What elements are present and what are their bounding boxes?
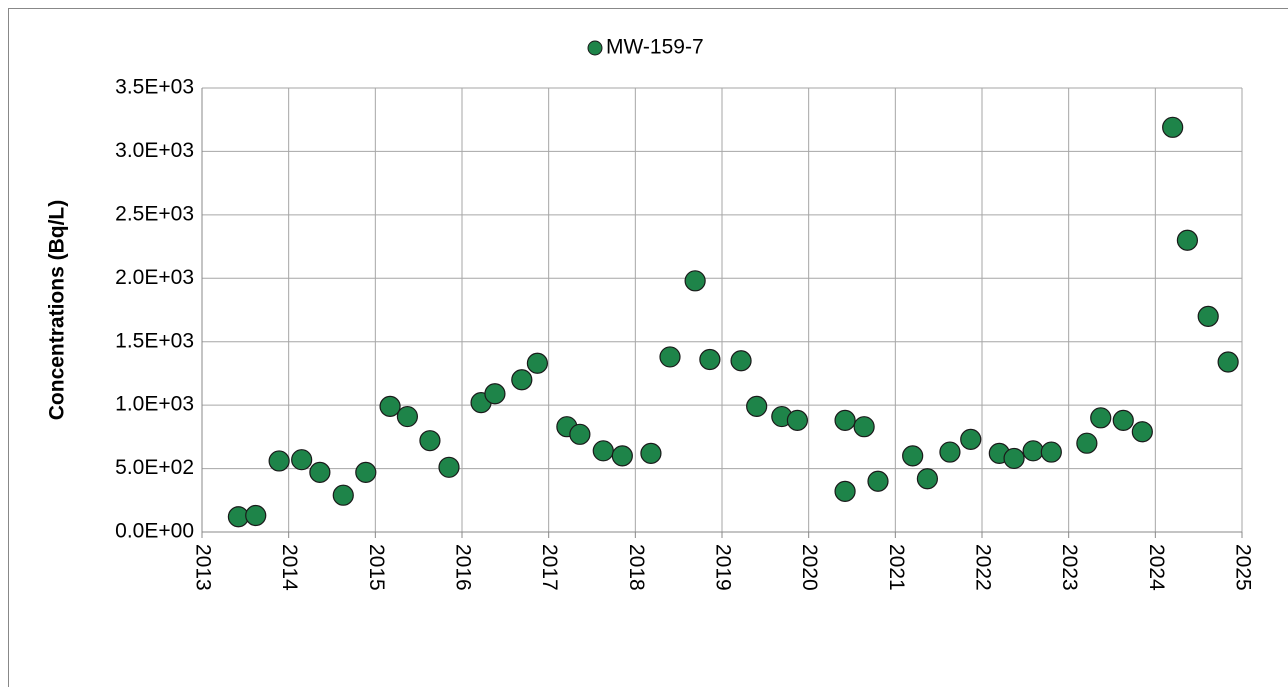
data-point bbox=[1003, 447, 1025, 470]
data-point bbox=[569, 423, 591, 445]
data-point bbox=[526, 352, 549, 374]
legend-marker bbox=[587, 40, 603, 56]
data-point bbox=[511, 369, 533, 391]
data-point bbox=[659, 346, 681, 368]
x-tick-label: 2014 bbox=[278, 544, 301, 591]
data-point bbox=[1162, 116, 1184, 138]
data-point bbox=[1176, 229, 1199, 251]
data-point bbox=[1076, 432, 1098, 454]
x-tick-label: 2024 bbox=[1145, 544, 1168, 591]
y-axis-label: Concentrations (Bq/L) bbox=[46, 200, 69, 421]
data-point bbox=[834, 480, 856, 503]
y-tick-label: 2.0E+03 bbox=[115, 266, 194, 289]
x-tick-label: 2023 bbox=[1058, 544, 1081, 591]
data-point bbox=[245, 504, 267, 527]
x-tick-label: 2017 bbox=[538, 544, 561, 591]
data-point bbox=[1040, 441, 1062, 463]
y-tick-label: 0.0E+00 bbox=[115, 520, 194, 543]
data-point bbox=[640, 442, 662, 464]
data-point bbox=[1112, 409, 1134, 431]
data-point bbox=[592, 440, 614, 462]
x-tick-label: 2018 bbox=[625, 544, 648, 591]
data-point bbox=[960, 428, 982, 450]
data-point bbox=[1197, 305, 1219, 327]
legend-label: MW-159-7 bbox=[606, 36, 704, 59]
x-tick-label: 2016 bbox=[451, 544, 474, 591]
data-point bbox=[699, 348, 721, 371]
data-point bbox=[902, 445, 924, 467]
x-tick-label: 2013 bbox=[191, 544, 214, 591]
data-point bbox=[684, 270, 706, 292]
data-point bbox=[379, 395, 401, 418]
data-point bbox=[853, 416, 875, 438]
x-tick-label: 2022 bbox=[971, 544, 994, 591]
data-point bbox=[332, 484, 354, 506]
y-tick-label: 3.0E+03 bbox=[115, 139, 194, 162]
x-tick-label: 2025 bbox=[1231, 544, 1254, 591]
data-point bbox=[419, 430, 441, 452]
data-point bbox=[611, 445, 633, 467]
y-tick-label: 1.0E+03 bbox=[115, 393, 194, 416]
data-point bbox=[1090, 407, 1112, 429]
y-tick-label: 5.0E+02 bbox=[115, 456, 194, 479]
y-tick-label: 3.5E+03 bbox=[115, 76, 194, 99]
data-point bbox=[730, 350, 752, 372]
data-point bbox=[268, 450, 290, 472]
data-point bbox=[746, 395, 768, 418]
data-point bbox=[355, 461, 377, 483]
x-tick-label: 2019 bbox=[711, 544, 734, 591]
chart-frame bbox=[8, 8, 1288, 687]
x-tick-label: 2020 bbox=[798, 544, 821, 591]
data-point bbox=[867, 470, 889, 492]
data-point bbox=[1022, 440, 1044, 462]
data-point bbox=[291, 449, 313, 471]
y-tick-label: 2.5E+03 bbox=[115, 202, 194, 225]
data-point bbox=[1131, 421, 1153, 443]
x-tick-label: 2015 bbox=[365, 544, 388, 591]
x-tick-label: 2021 bbox=[885, 544, 908, 591]
data-point bbox=[834, 409, 856, 431]
data-point bbox=[396, 405, 418, 428]
data-point bbox=[438, 456, 460, 478]
data-point bbox=[786, 409, 809, 431]
data-point bbox=[916, 468, 939, 490]
data-point bbox=[309, 461, 331, 483]
data-point bbox=[1217, 351, 1239, 373]
data-point bbox=[939, 441, 961, 463]
y-tick-label: 1.5E+03 bbox=[115, 329, 194, 352]
data-point bbox=[484, 383, 506, 405]
